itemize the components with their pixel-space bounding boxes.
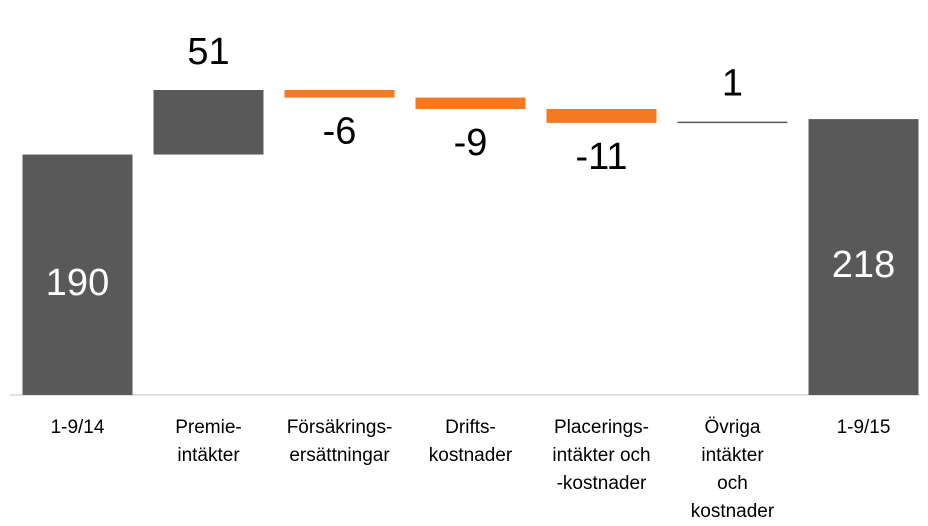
x-tick-label: 1-9/15 bbox=[836, 417, 891, 438]
x-tick-label: Övriga intäkter och kostnader bbox=[690, 417, 775, 522]
bar bbox=[546, 108, 657, 123]
bar bbox=[22, 154, 133, 395]
bar bbox=[415, 97, 526, 109]
value-label: 218 bbox=[832, 244, 895, 286]
x-tick-label: 1-9/14 bbox=[50, 417, 105, 438]
bar bbox=[284, 90, 395, 98]
x-tick-label: Drifts- kostnader bbox=[428, 417, 513, 466]
value-label: -9 bbox=[454, 122, 488, 164]
x-tick-label: Premie- intäkter bbox=[175, 417, 242, 466]
x-tick-label: Placerings- intäkter och -kostnader bbox=[552, 417, 651, 494]
value-label: 190 bbox=[46, 262, 109, 304]
bar bbox=[677, 121, 788, 124]
x-tick-label: Försäkrings- ersättningar bbox=[286, 417, 393, 466]
value-label: -6 bbox=[323, 111, 357, 153]
bar bbox=[153, 90, 264, 155]
value-label: -11 bbox=[575, 136, 627, 178]
value-label: 1 bbox=[722, 63, 743, 105]
bar bbox=[808, 119, 919, 396]
value-label: 51 bbox=[187, 31, 229, 73]
